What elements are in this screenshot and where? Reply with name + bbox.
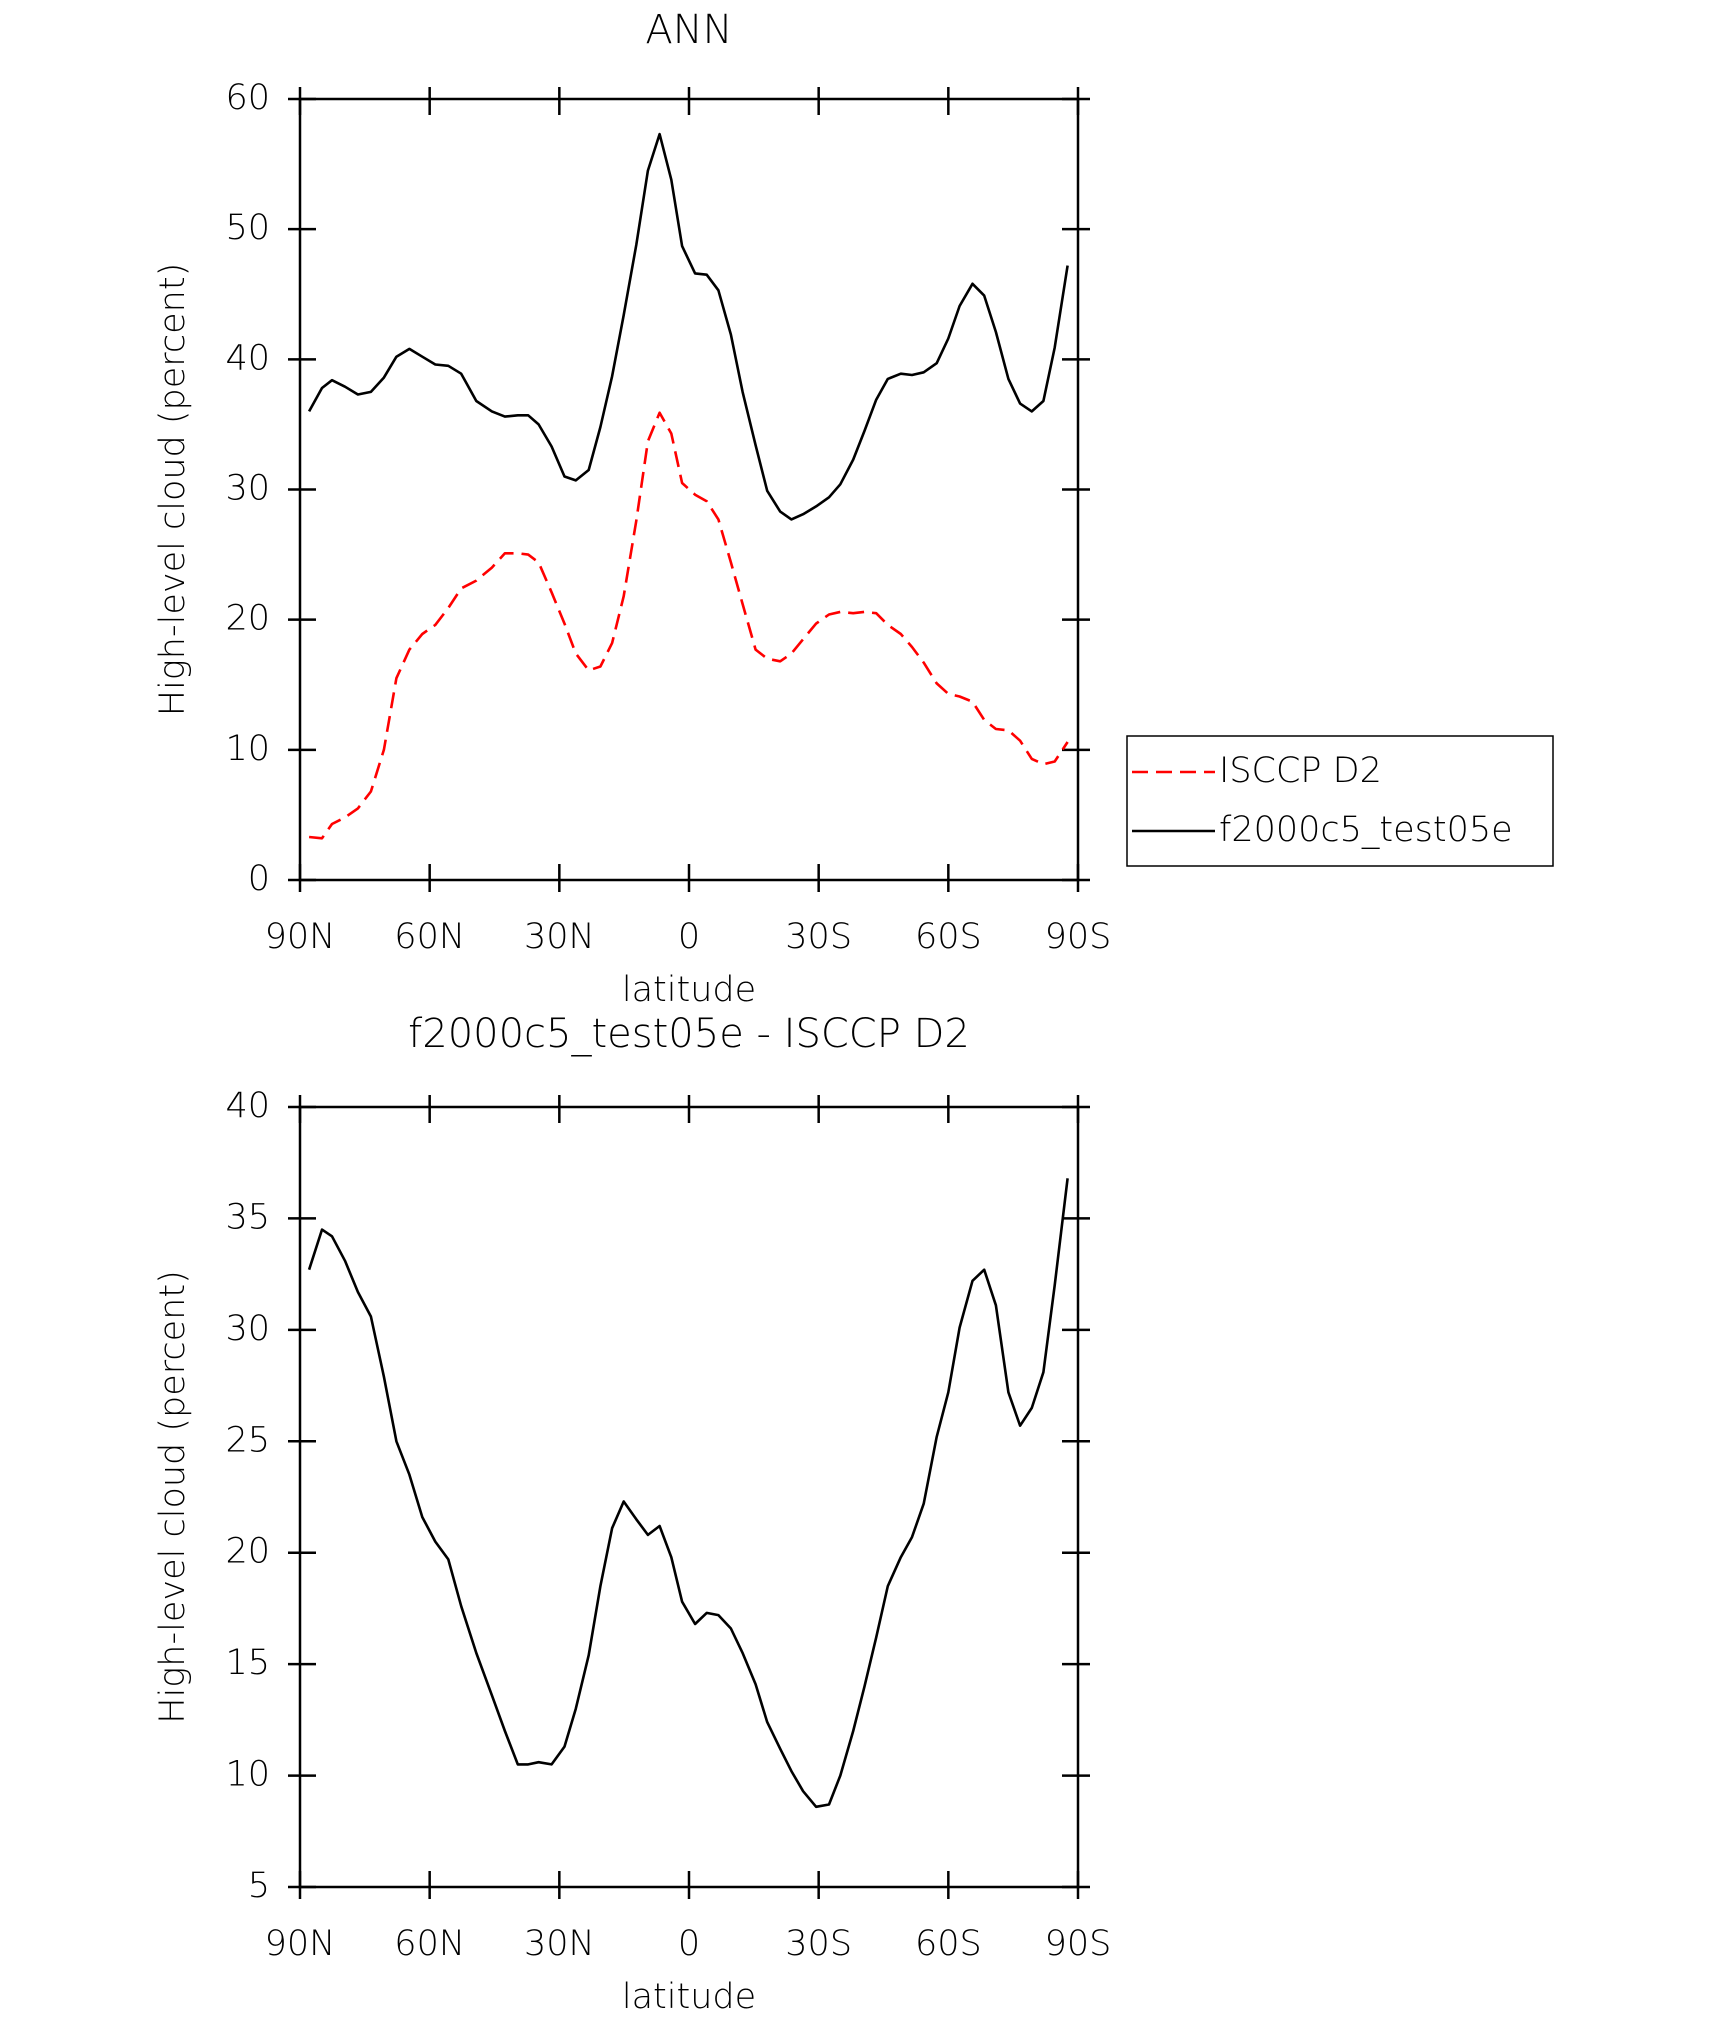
x-tick-label: 0 [678,917,700,957]
y-tick-label: 10 [225,729,270,769]
y-tick-label: 5 [248,1866,270,1906]
x-tick-label: 30N [524,1924,595,1964]
y-tick-label: 40 [225,1086,270,1126]
x-tick-label: 90S [1045,1924,1112,1964]
data-line [307,132,1069,521]
plot-frame [298,1105,1080,1889]
y-tick-label: 30 [225,1309,270,1349]
y-axis-label: High-level cloud (percent) [153,263,193,716]
x-tick-label: 30N [524,917,595,957]
x-tick-label: 30S [785,1924,852,1964]
legend-label: ISCCP D2 [1219,751,1382,791]
chart-title: ANN [645,7,732,53]
chart-title: f2000c5_test05e - ISCCP D2 [408,1011,970,1057]
y-tick-label: 35 [225,1197,270,1237]
y-tick-label: 15 [225,1643,270,1683]
y-tick-label: 30 [225,469,270,509]
x-tick-label: 90N [265,1924,336,1964]
y-tick-label: 60 [225,78,270,118]
chart: ANN latitude High-level cloud (percent) 0 10… [153,7,1554,1010]
x-tick-label: 60N [394,917,465,957]
x-tick-label: 90S [1045,917,1112,957]
x-axis-label: latitude [622,970,756,1010]
x-tick-label: 60N [394,1924,465,1964]
y-tick-label: 20 [225,1532,270,1572]
data-line [307,1178,1069,1809]
x-tick-label: 60S [915,917,982,957]
y-tick-label: 10 [225,1755,270,1795]
chart: f2000c5_test05e - ISCCP D2 latitude High-l… [153,1011,1111,2017]
plot-frame [298,97,1080,882]
y-tick-label: 25 [225,1420,270,1460]
x-tick-label: 0 [678,1924,700,1964]
y-tick-label: 50 [225,208,270,248]
y-tick-label: 40 [225,338,270,378]
y-tick-label: 0 [248,859,270,899]
x-axis-label: latitude [622,1977,756,2017]
x-tick-label: 30S [785,917,852,957]
data-line [308,411,1069,840]
x-tick-label: 60S [915,1924,982,1964]
x-tick-label: 90N [265,917,336,957]
y-axis-label: High-level cloud (percent) [153,1270,193,1723]
legend-box [1126,735,1554,867]
y-tick-label: 20 [225,599,270,639]
legend-label: f2000c5_test05e [1219,810,1513,850]
